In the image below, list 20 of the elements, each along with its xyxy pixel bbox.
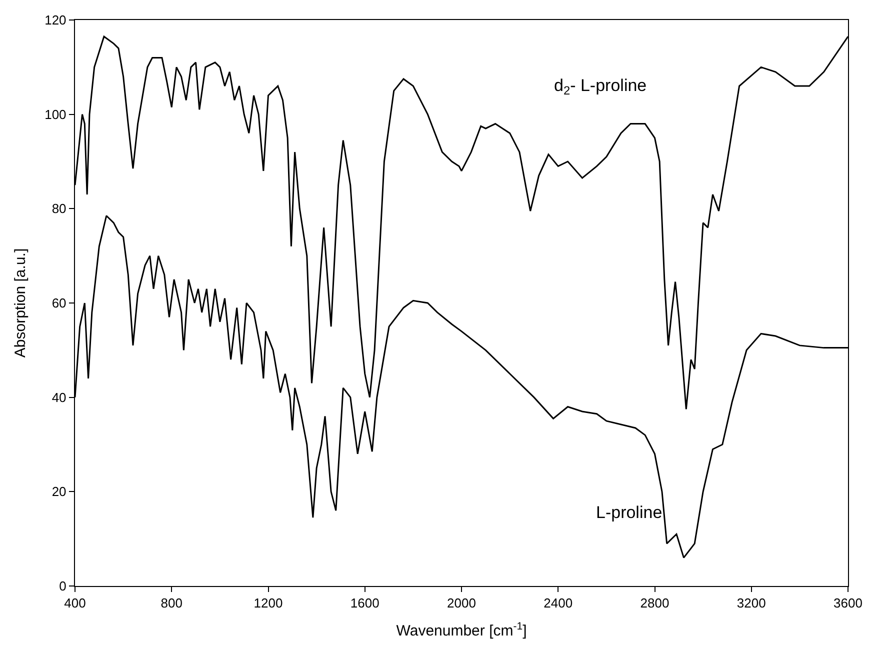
x-tick-label: 3600 bbox=[834, 596, 862, 611]
x-tick-label: 3200 bbox=[736, 596, 766, 611]
y-axis-title: Absorption [a.u.] bbox=[12, 248, 29, 358]
x-tick-label: 800 bbox=[160, 596, 182, 611]
x-tick-label: 400 bbox=[64, 596, 86, 611]
y-tick-label: 40 bbox=[52, 390, 66, 405]
x-tick-label: 1200 bbox=[254, 596, 283, 611]
x-tick-label: 2400 bbox=[544, 596, 573, 611]
y-tick-label: 80 bbox=[52, 201, 66, 216]
x-tick-label: 2000 bbox=[447, 596, 476, 611]
y-tick-label: 20 bbox=[52, 484, 66, 500]
y-tick-label: 120 bbox=[44, 12, 66, 28]
y-tick-label: 0 bbox=[59, 578, 66, 594]
x-axis-title: Wavenumber [cm$^{-1}$] bbox=[396, 620, 527, 640]
x-tick-label: 2800 bbox=[640, 596, 670, 611]
y-tick-label: 100 bbox=[44, 106, 66, 122]
series-label: L-proline bbox=[596, 503, 662, 522]
x-tick-label: 1600 bbox=[350, 596, 380, 611]
series-label: d$_{2}$- L-proline bbox=[554, 76, 647, 98]
y-tick-label: 60 bbox=[52, 296, 66, 311]
